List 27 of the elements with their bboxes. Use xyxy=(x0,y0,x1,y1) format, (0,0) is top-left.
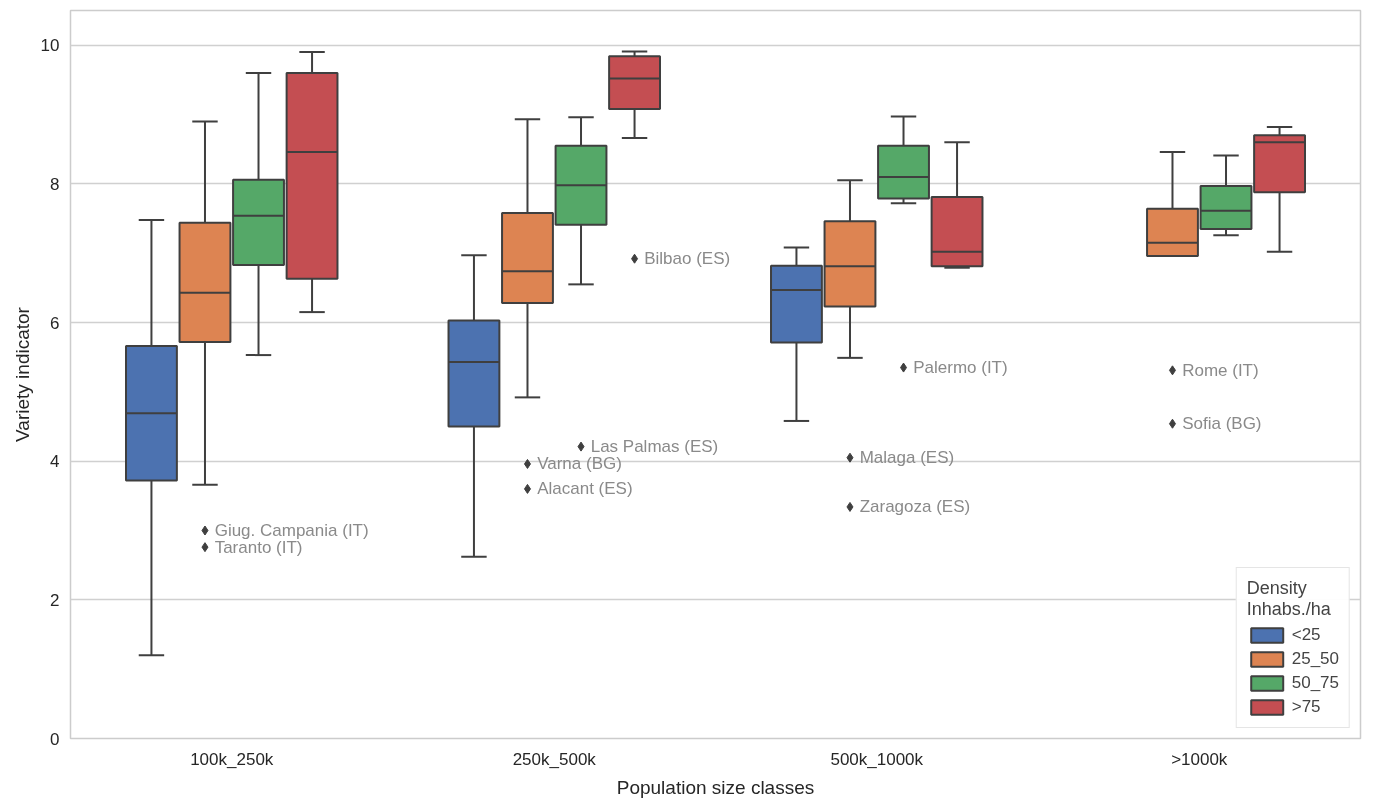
y-tick-label: 10 xyxy=(40,36,60,56)
y-tick-label: 4 xyxy=(50,452,60,472)
legend-title: Density Inhabs./ha xyxy=(1246,578,1332,620)
annotation: Bilbao (ES) xyxy=(644,249,731,269)
legend-label: 25_50 xyxy=(1291,649,1339,669)
y-tick-label: 6 xyxy=(50,313,60,333)
annotation: Zaragoza (ES) xyxy=(859,497,971,517)
x-axis-title: Population size classes xyxy=(616,776,815,798)
legend-label: 50_75 xyxy=(1291,673,1339,693)
annotation: Malaga (ES) xyxy=(859,448,955,468)
annotation: Alacant (ES) xyxy=(537,479,633,499)
annotation: Sofia (BG) xyxy=(1182,414,1262,434)
x-tick-label: >1000k xyxy=(1171,749,1228,769)
legend-label: <25 xyxy=(1291,625,1321,645)
annotation: Varna (BG) xyxy=(537,454,622,474)
annotation: Palermo (IT) xyxy=(913,358,1008,378)
annotation: Rome (IT) xyxy=(1182,360,1259,380)
x-tick-label: 100k_250k xyxy=(190,749,274,769)
annotation: Las Palmas (ES) xyxy=(590,437,719,457)
x-tick-label: 250k_500k xyxy=(512,749,597,769)
y-axis-title: Variety indicator xyxy=(11,306,33,442)
y-tick-label: 8 xyxy=(50,174,60,194)
legend-label: >75 xyxy=(1291,697,1321,717)
y-tick-label: 0 xyxy=(50,729,60,749)
annotation: Giug. Campania (IT) xyxy=(214,521,369,540)
x-tick-label: 500k_1000k xyxy=(830,749,924,769)
y-tick-label: 2 xyxy=(50,590,60,610)
